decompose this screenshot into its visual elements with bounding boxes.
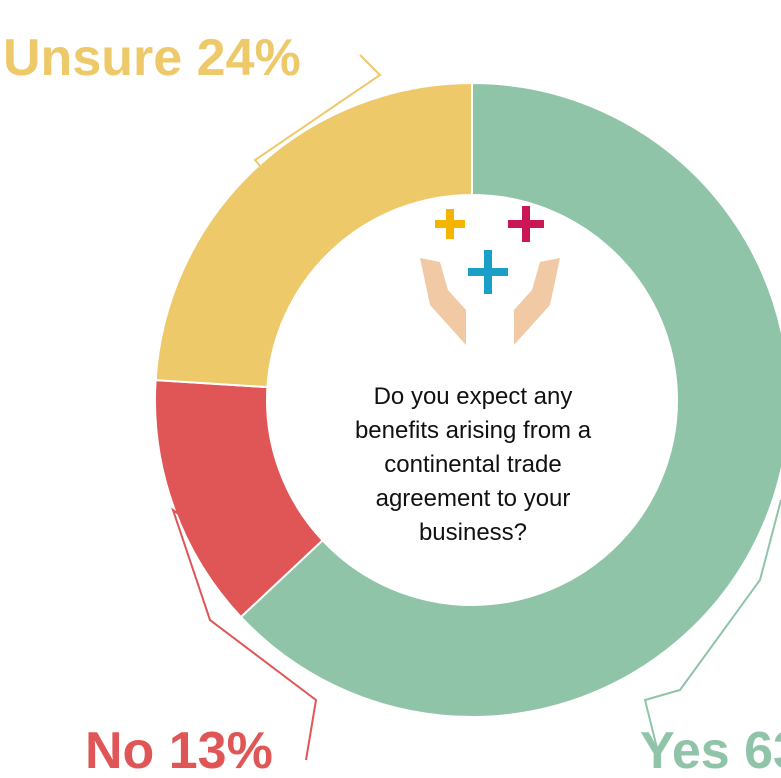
segment-label: Yes 63%	[640, 722, 781, 778]
icon	[420, 206, 560, 345]
donut	[154, 81, 781, 718]
segment-label: No 13%	[85, 722, 273, 778]
donut-segment	[154, 81, 473, 389]
leader-lines	[171, 54, 781, 761]
question: Do you expect any benefits arising from …	[354, 383, 592, 546]
donut-segment	[239, 81, 781, 718]
segment-label: Unsure 24%	[3, 29, 301, 87]
